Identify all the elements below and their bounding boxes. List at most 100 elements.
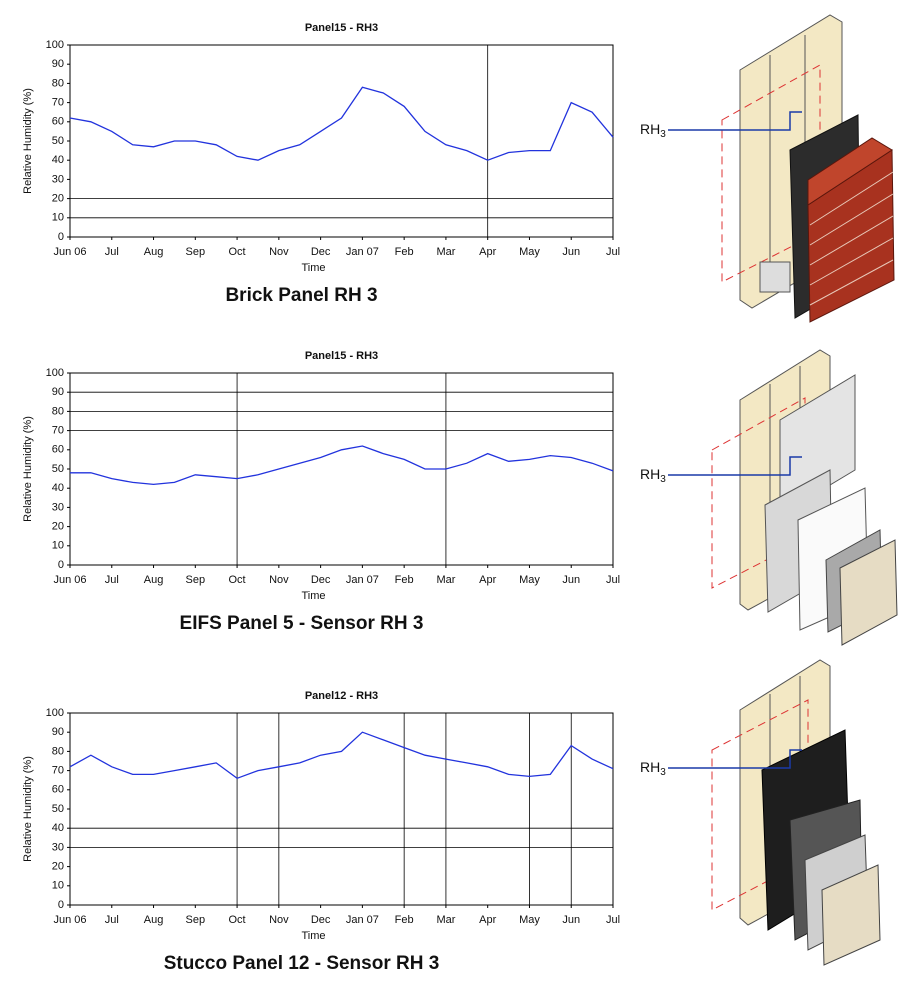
y-tick-label: 60: [52, 444, 64, 456]
y-tick-label: 50: [52, 463, 64, 475]
x-tick-label: Apr: [479, 246, 496, 258]
y-axis-label: Relative Humidity (%): [22, 416, 34, 522]
x-tick-label: Jul: [105, 246, 119, 258]
x-tick-label: May: [519, 914, 540, 926]
y-axis-label: Relative Humidity (%): [22, 756, 34, 862]
y-tick-label: 100: [46, 39, 64, 51]
x-tick-label: Jun: [562, 574, 580, 586]
y-tick-label: 80: [52, 745, 64, 757]
x-tick-label: Jul: [606, 914, 620, 926]
x-tick-label: Jan 07: [346, 914, 379, 926]
y-tick-label: 70: [52, 765, 64, 777]
y-tick-label: 40: [52, 482, 64, 494]
x-tick-label: Aug: [144, 914, 164, 926]
caption: Stucco Panel 12 - Sensor RH 3: [164, 953, 440, 974]
sensor-label-text: RH: [640, 121, 660, 137]
x-tick-label: Jul: [105, 914, 119, 926]
sensor-leader: [668, 456, 802, 476]
chart-title: Panel15 - RH3: [305, 350, 378, 362]
y-tick-label: 80: [52, 405, 64, 417]
sensor-label-subscript: 3: [660, 129, 666, 140]
y-tick-label: 30: [52, 173, 64, 185]
y-tick-label: 20: [52, 193, 64, 205]
stucco-diagram: [711, 659, 881, 966]
y-tick-label: 100: [46, 367, 64, 379]
y-tick-label: 70: [52, 97, 64, 109]
y-tick-label: 0: [58, 899, 64, 911]
x-tick-label: Aug: [144, 574, 164, 586]
sensor-label-subscript: 3: [660, 767, 666, 778]
x-tick-label: Mar: [436, 246, 455, 258]
x-tick-label: Jan 07: [346, 246, 379, 258]
line: [69, 731, 614, 780]
sensor-leader: [668, 749, 802, 769]
x-tick-label: Dec: [311, 246, 331, 258]
x-tick-label: Mar: [436, 914, 455, 926]
y-tick-label: 60: [52, 116, 64, 128]
y-tick-label: 80: [52, 77, 64, 89]
x-tick-label: Dec: [311, 574, 331, 586]
x-tick-label: Jun 06: [53, 574, 86, 586]
x-tick-label: Jul: [606, 574, 620, 586]
sensor-label-text: RH: [640, 466, 660, 482]
chart-title: Panel12 - RH3: [305, 690, 378, 702]
x-tick-label: May: [519, 246, 540, 258]
x-tick-label: Nov: [269, 246, 289, 258]
x-tick-label: Nov: [269, 914, 289, 926]
y-tick-label: 90: [52, 58, 64, 70]
y-tick-label: 30: [52, 501, 64, 513]
x-tick-label: Feb: [395, 914, 414, 926]
plot-frame: [69, 712, 614, 906]
sensor-label: RH3: [640, 121, 666, 140]
x-tick-label: Jun: [562, 914, 580, 926]
y-tick-label: 10: [52, 880, 64, 892]
x-tick-label: Jun 06: [53, 246, 86, 258]
y-tick-label: 40: [52, 154, 64, 166]
y-tick-label: 100: [46, 707, 64, 719]
y-tick-label: 10: [52, 212, 64, 224]
y-tick-label: 0: [58, 559, 64, 571]
x-tick-label: Feb: [395, 574, 414, 586]
x-tick-label: Sep: [186, 914, 206, 926]
y-tick-label: 90: [52, 386, 64, 398]
plot-frame: [69, 44, 614, 238]
caption: Brick Panel RH 3: [225, 285, 377, 306]
x-tick-label: Jun 06: [53, 914, 86, 926]
line: [69, 86, 614, 161]
x-tick-label: Oct: [229, 246, 246, 258]
y-tick-label: 50: [52, 135, 64, 147]
sensor-leader: [668, 111, 802, 131]
x-tick-label: Oct: [229, 914, 246, 926]
y-tick-label: 60: [52, 784, 64, 796]
x-tick-label: Dec: [311, 914, 331, 926]
y-tick-label: 10: [52, 540, 64, 552]
x-tick-label: Sep: [186, 246, 206, 258]
x-axis-label: Time: [301, 262, 325, 274]
caption: EIFS Panel 5 - Sensor RH 3: [180, 613, 424, 634]
x-tick-label: Sep: [186, 574, 206, 586]
chart-title: Panel15 - RH3: [305, 22, 378, 34]
y-axis-label: Relative Humidity (%): [22, 88, 34, 194]
sensor-label-text: RH: [640, 759, 660, 775]
x-tick-label: Nov: [269, 574, 289, 586]
x-tick-label: May: [519, 574, 540, 586]
x-tick-label: Apr: [479, 574, 496, 586]
sensor-label: RH3: [640, 759, 666, 778]
y-tick-label: 20: [52, 861, 64, 873]
line: [70, 445, 614, 486]
x-axis-label: Time: [301, 590, 325, 602]
x-tick-label: Jan 07: [346, 574, 379, 586]
x-tick-label: Jun: [562, 246, 580, 258]
y-tick-label: 90: [52, 726, 64, 738]
x-tick-label: Apr: [479, 914, 496, 926]
x-axis-label: Time: [301, 930, 325, 942]
y-tick-label: 40: [52, 822, 64, 834]
x-tick-label: Feb: [395, 246, 414, 258]
sensor-label: RH3: [640, 466, 666, 485]
x-tick-label: Jul: [105, 574, 119, 586]
x-tick-label: Mar: [436, 574, 455, 586]
y-tick-label: 70: [52, 425, 64, 437]
y-tick-label: 0: [58, 231, 64, 243]
eifs-diagram: [711, 349, 898, 646]
